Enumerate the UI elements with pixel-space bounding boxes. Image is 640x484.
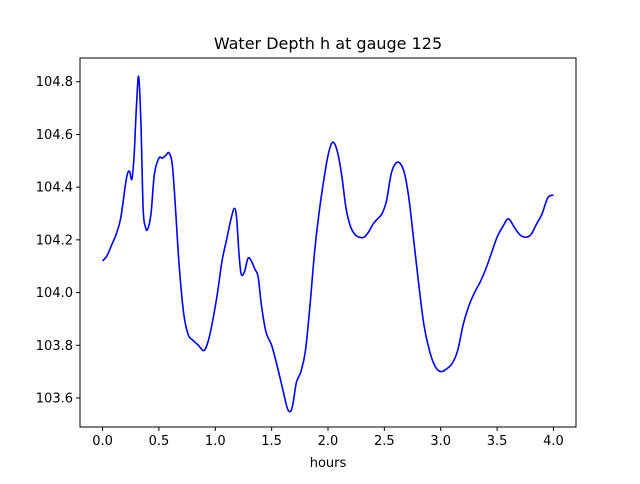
x-tick-label: 1.0 bbox=[205, 434, 226, 449]
x-tick-label: 0.0 bbox=[92, 434, 113, 449]
x-tick-label: 1.5 bbox=[261, 434, 282, 449]
series-layer bbox=[101, 75, 554, 413]
x-tick-label: 4.0 bbox=[543, 434, 564, 449]
water-depth-line bbox=[101, 75, 554, 413]
x-tick-label: 3.5 bbox=[487, 434, 508, 449]
y-axis: 103.6 103.8 104.0 104.2 104.4 104.6 104.8 bbox=[36, 75, 80, 407]
x-tick-label: 2.0 bbox=[318, 434, 339, 449]
y-tick-label: 104.6 bbox=[36, 128, 73, 143]
x-tick-label: 0.5 bbox=[149, 434, 170, 449]
y-tick-label: 104.0 bbox=[36, 286, 73, 301]
y-tick-label: 104.8 bbox=[36, 75, 73, 90]
x-axis-label: hours bbox=[310, 456, 347, 471]
chart-title: Water Depth h at gauge 125 bbox=[214, 34, 442, 53]
y-tick-label: 104.2 bbox=[36, 233, 73, 248]
y-tick-label: 103.6 bbox=[36, 392, 73, 407]
x-tick-label: 2.5 bbox=[374, 434, 395, 449]
y-tick-label: 104.4 bbox=[36, 181, 73, 196]
y-tick-label: 103.8 bbox=[36, 339, 73, 354]
x-axis: 0.0 0.5 1.0 1.5 2.0 2.5 3.0 3.5 4.0 bbox=[92, 427, 564, 449]
x-tick-label: 3.0 bbox=[430, 434, 451, 449]
